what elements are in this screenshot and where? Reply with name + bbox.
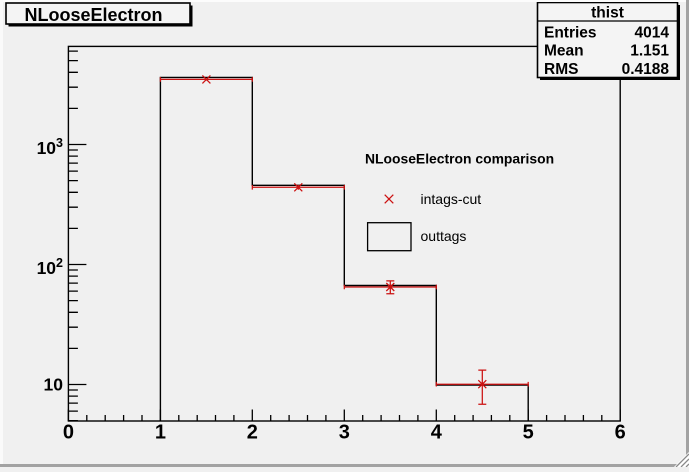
svg-text:0.4188: 0.4188 bbox=[622, 61, 670, 78]
svg-text:1: 1 bbox=[155, 422, 166, 444]
svg-text:102: 102 bbox=[37, 256, 63, 278]
svg-text:outtags: outtags bbox=[421, 228, 467, 244]
svg-text:3: 3 bbox=[339, 422, 350, 444]
svg-text:NLooseElectron: NLooseElectron bbox=[24, 5, 162, 25]
svg-text:103: 103 bbox=[37, 136, 63, 158]
svg-text:Mean: Mean bbox=[544, 43, 584, 60]
svg-text:RMS: RMS bbox=[544, 61, 578, 78]
svg-text:4014: 4014 bbox=[635, 24, 670, 41]
svg-text:5: 5 bbox=[523, 422, 534, 444]
svg-text:2: 2 bbox=[247, 422, 258, 444]
svg-text:intags-cut: intags-cut bbox=[421, 191, 482, 207]
svg-text:1.151: 1.151 bbox=[630, 43, 669, 60]
svg-text:0: 0 bbox=[63, 422, 74, 444]
svg-text:NLooseElectron comparison: NLooseElectron comparison bbox=[365, 151, 554, 167]
svg-text:4: 4 bbox=[431, 422, 443, 444]
svg-text:thist: thist bbox=[591, 4, 624, 21]
svg-text:10: 10 bbox=[44, 374, 64, 394]
svg-text:6: 6 bbox=[615, 422, 626, 444]
svg-text:Entries: Entries bbox=[544, 24, 597, 41]
